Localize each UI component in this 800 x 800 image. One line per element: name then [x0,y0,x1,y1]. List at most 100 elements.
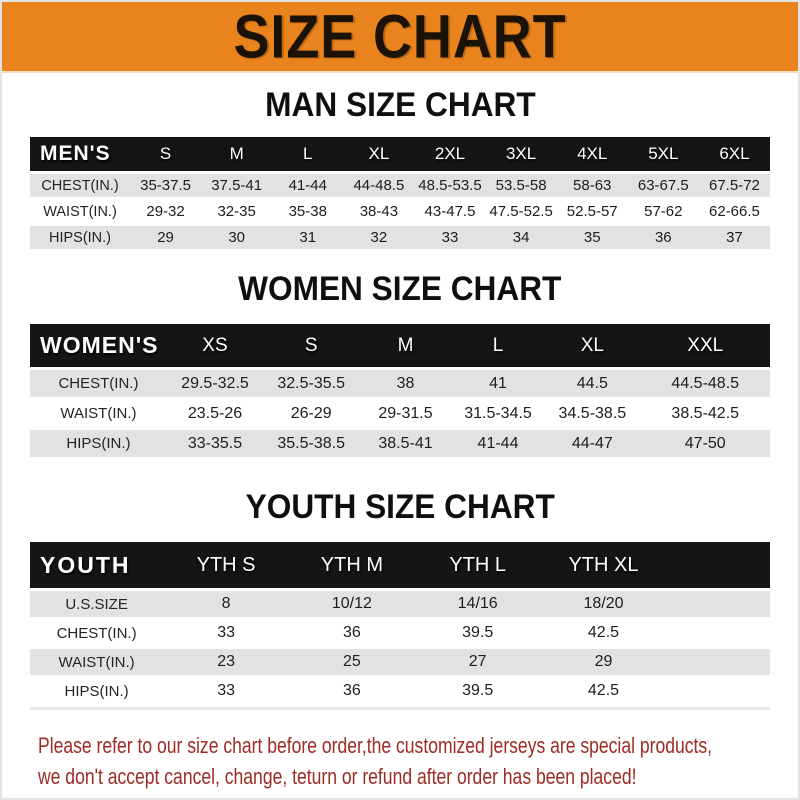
size-value: 43-47.5 [424,203,476,220]
size-table-header-row: YOUTH YTH S YTH M YTH L YTH XL [30,542,770,588]
row-label: CHEST(IN.) [30,370,167,397]
size-value: 29 [130,226,202,249]
table-header-label: YOUTH [30,542,164,588]
column-header: 2XL [414,137,486,171]
size-value: 14/16 [414,591,541,617]
size-value: 41-44 [451,430,545,457]
size-value: 33-35.5 [166,430,264,457]
column-header: XL [544,324,641,367]
column-header: M [359,324,452,367]
women-section: WOMEN SIZE CHART WOMEN'S XS S M L XL XXL CHEST(… [2,270,798,460]
size-table-row: WAIST(IN.) 29-32 32-35 35-38 38-43 43-47.5 47.… [30,200,770,223]
youth-size-table: YOUTH YTH S YTH M YTH L YTH XL U.S.SIZE 8 10/12… [30,539,770,710]
size-value: 31.5-34.5 [464,404,532,422]
size-value: 35-38 [288,203,327,220]
size-value: 35 [556,226,628,249]
size-value: 58-63 [556,174,628,197]
size-value: 26-29 [290,404,332,422]
size-table-row: HIPS(IN.) 33-35.5 35.5-38.5 38.5-41 41-44 44-… [30,430,770,457]
size-value: 30 [201,226,273,249]
column-header: YTH XL [540,542,667,588]
size-value: 31 [272,226,344,249]
size-value: 48.5-53.5 [414,174,486,197]
row-label: HIPS(IN.) [30,226,130,249]
column-header: XXL [640,324,770,367]
youth-heading: YOUTH SIZE CHART [245,488,555,526]
row-label: CHEST(IN.) [30,174,130,197]
youth-section: YOUTH SIZE CHART YOUTH YTH S YTH M YTH L YTH… [2,488,798,710]
column-header: S [130,137,202,171]
men-section: MAN SIZE CHART MEN'S S M L XL 2XL 3XL 4XL 5XL 6XL… [2,86,798,252]
row-label: WAIST(IN.) [43,203,117,220]
size-value: 42.5 [587,682,620,699]
size-value: 47-50 [640,430,770,457]
size-value: 38.5-42.5 [671,404,740,422]
size-table-row: U.S.SIZE 8 10/12 14/16 18/20 [30,591,770,617]
size-value: 8 [163,591,289,617]
column-header: XL [343,137,415,171]
size-value: 44-47 [544,430,641,457]
size-value: 42.5 [587,624,620,641]
size-value: 44.5 [544,370,641,397]
header-filler-cell [666,542,770,588]
size-value: 33 [217,624,235,641]
column-header: S [263,324,360,367]
size-value: 67.5-72 [698,174,770,197]
size-value: 34.5-38.5 [558,404,627,422]
size-table-header-row: WOMEN'S XS S M L XL XXL [30,324,770,367]
size-table-row: HIPS(IN.) 33 36 39.5 42.5 [30,678,770,704]
size-value: 62-66.5 [709,203,760,220]
size-value: 25 [288,649,415,675]
size-value: 39.5 [462,624,494,641]
size-value: 38-43 [359,203,399,220]
size-table-row: CHEST(IN.) 29.5-32.5 32.5-35.5 38 41 44.5 44.5… [30,370,770,397]
size-value: 41-44 [272,174,344,197]
column-header: 4XL [556,137,628,171]
row-filler-cell [666,678,770,704]
disclaimer-line-2: we don't accept cancel, change, teturn o… [38,764,637,789]
size-table-row: WAIST(IN.) 23.5-26 26-29 29-31.5 31.5-34.5 34… [30,400,770,427]
men-heading: MAN SIZE CHART [264,86,536,124]
size-value: 10/12 [288,591,415,617]
row-label: U.S.SIZE [30,591,164,617]
size-value: 35.5-38.5 [263,430,360,457]
column-header: 3XL [485,137,557,171]
table-header-label: WOMEN'S [30,324,167,367]
table-header-label: MEN'S [30,137,130,171]
size-value: 35-37.5 [130,174,202,197]
column-header: YTH M [288,542,415,588]
size-value: 29-31.5 [378,404,433,422]
column-header: YTH S [163,542,289,588]
size-value: 57-62 [644,203,683,220]
size-value: 36 [342,682,361,699]
size-value: 33 [414,226,486,249]
size-value: 63-67.5 [627,174,699,197]
size-value: 47.5-52.5 [489,203,553,220]
column-header: L [451,324,545,367]
size-value: 44.5-48.5 [640,370,770,397]
size-table-row: WAIST(IN.) 23 25 27 29 [30,649,770,675]
size-table-row: HIPS(IN.) 29 30 31 32 33 34 35 36 37 [30,226,770,249]
row-label: CHEST(IN.) [56,624,137,642]
size-table-row: CHEST(IN.) 35-37.5 37.5-41 41-44 44-48.5 48.5… [30,174,770,197]
size-value: 32-35 [217,203,256,220]
men-size-table: MEN'S S M L XL 2XL 3XL 4XL 5XL 6XL CHEST(IN.) 35-37… [30,134,770,252]
row-label: WAIST(IN.) [60,405,137,422]
size-value: 36 [627,226,699,249]
size-value: 41 [451,370,545,397]
page-title: SIZE CHART [233,2,567,71]
size-value: 29-32 [146,203,185,220]
banner: SIZE CHART [2,2,798,73]
footer-disclaimer: Please refer to our size chart before or… [2,730,798,792]
size-value: 37.5-41 [201,174,273,197]
size-value: 44-48.5 [343,174,415,197]
disclaimer-line-1: Please refer to our size chart before or… [38,733,713,758]
size-value: 39.5 [462,682,494,699]
row-filler-cell [666,591,770,617]
column-header: XS [166,324,264,367]
size-value: 32.5-35.5 [263,370,360,397]
size-value: 29.5-32.5 [166,370,264,397]
size-value: 18/20 [540,591,667,617]
size-value: 34 [485,226,557,249]
